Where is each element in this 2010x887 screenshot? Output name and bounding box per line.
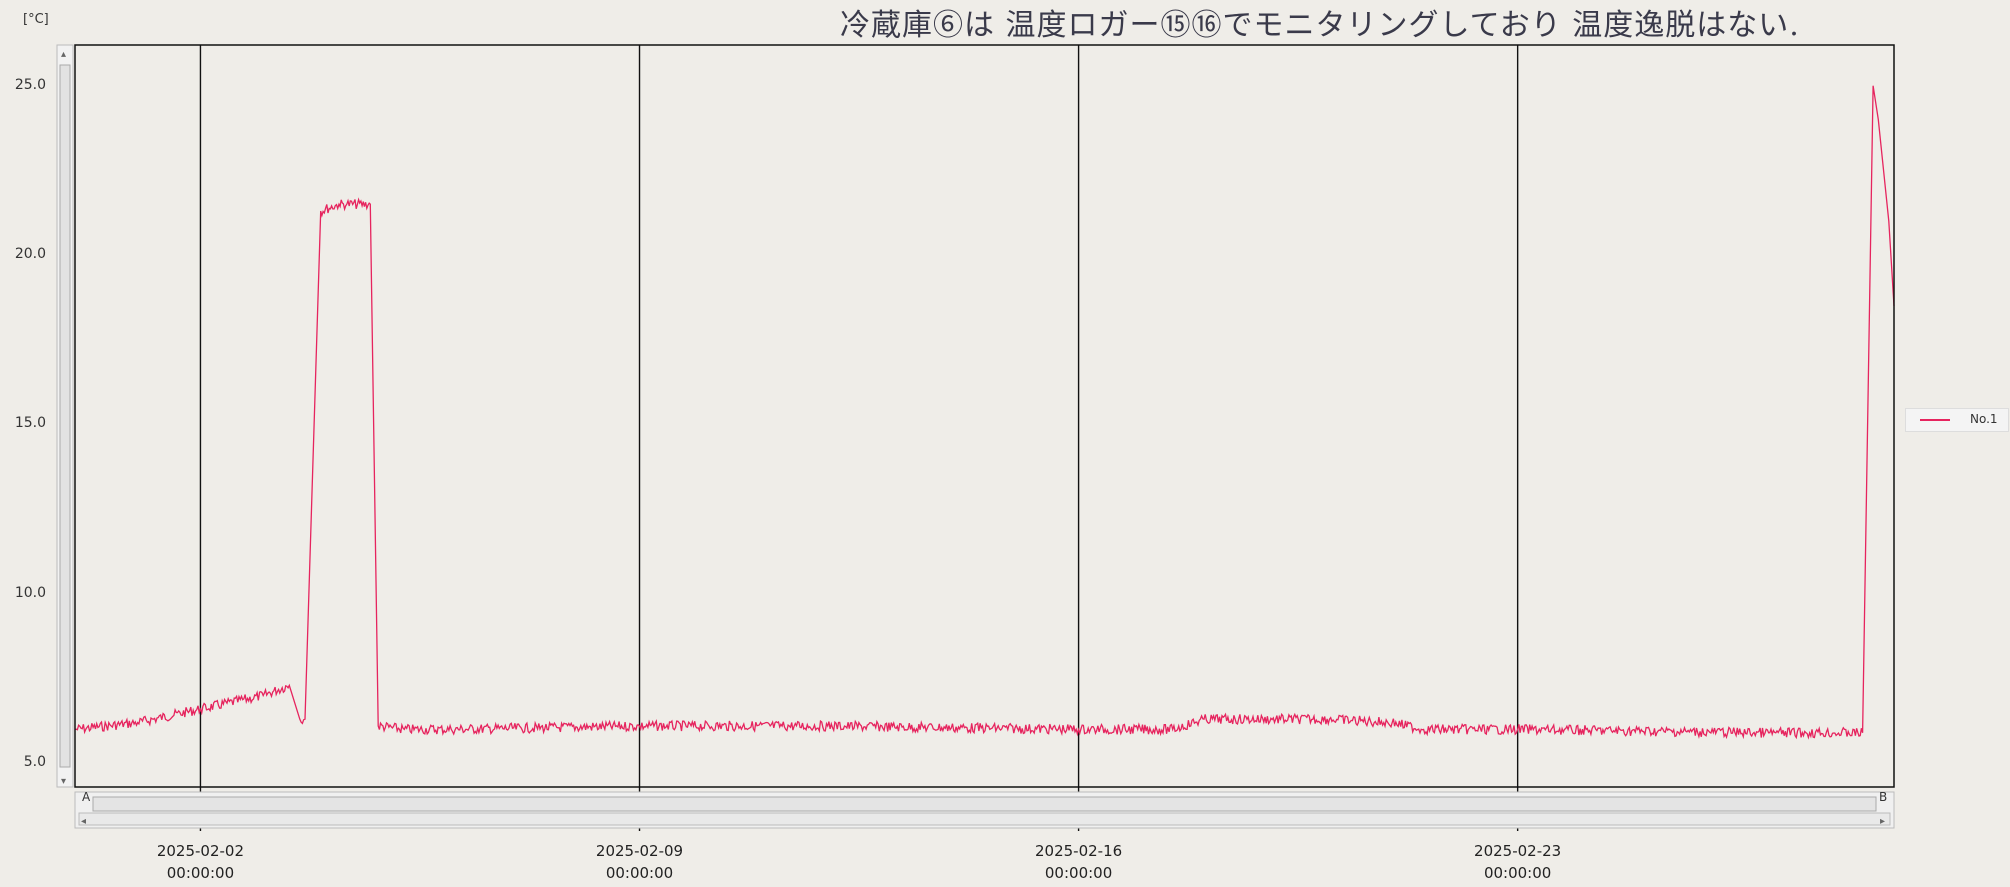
hscroll-right-arrow[interactable]: ▸	[1880, 816, 1885, 827]
x-tick-label: 2025-02-09 00:00:00	[560, 840, 720, 884]
scroll-marker-b: B	[1879, 790, 1888, 804]
x-tick-time: 00:00:00	[1044, 864, 1113, 882]
x-tick-time: 00:00:00	[605, 864, 674, 882]
vscroll-down-arrow[interactable]: ▾	[61, 776, 66, 787]
handwritten-note: 冷蔵庫⑥は 温度ロガー⑮⑯でモニタリングしており 温度逸脱はない.	[840, 8, 1800, 43]
y-tick-label: 5.0	[23, 754, 46, 771]
x-tick-label: 2025-02-02 00:00:00	[120, 840, 280, 884]
gridlines	[61, 45, 1519, 831]
vertical-scrollbar[interactable]: ▴▾	[56, 44, 74, 788]
x-tick-time: 00:00:00	[166, 864, 235, 882]
x-tick-date: 2025-02-02	[156, 842, 245, 860]
y-axis-unit: [°C]	[23, 12, 49, 27]
legend-swatch	[1920, 419, 1950, 421]
x-tick-label: 2025-02-23 00:00:00	[1438, 840, 1598, 884]
x-tick-label: 2025-02-16 00:00:00	[999, 840, 1159, 884]
x-tick-time: 00:00:00	[1483, 864, 1552, 882]
y-tick-label: 20.0	[14, 246, 46, 263]
plot-area	[75, 45, 1894, 787]
legend: No.1	[1905, 408, 2009, 432]
y-tick-label: 25.0	[14, 76, 46, 93]
plot-frame	[74, 44, 1895, 788]
hscroll-thumb[interactable]	[92, 796, 1877, 812]
x-tick-date: 2025-02-16	[1034, 842, 1123, 860]
scroll-marker-a: A	[82, 790, 91, 804]
vscroll-up-arrow[interactable]: ▴	[61, 49, 66, 60]
y-tick-label: 15.0	[14, 415, 46, 432]
series-line-no1	[74, 85, 1895, 740]
y-tick-label: 10.0	[14, 584, 46, 601]
hscroll-range[interactable]	[78, 812, 1891, 826]
hscroll-left-arrow[interactable]: ◂	[81, 816, 86, 827]
legend-label: No.1	[1970, 412, 1998, 426]
x-tick-date: 2025-02-23	[1474, 842, 1562, 860]
vscroll-thumb[interactable]	[59, 64, 71, 768]
x-tick-date: 2025-02-09	[595, 842, 684, 860]
horizontal-scrollbar[interactable]: ◂ ▸	[74, 791, 1895, 829]
